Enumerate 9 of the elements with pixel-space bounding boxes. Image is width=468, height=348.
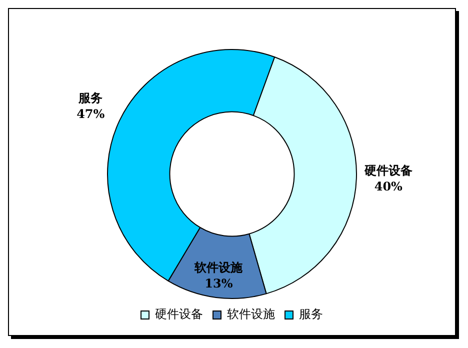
legend-label: 软件设施 <box>227 307 275 322</box>
legend-label: 硬件设备 <box>155 307 203 322</box>
slice-label: 硬件设备 <box>363 164 412 178</box>
data-label: 13% <box>204 276 234 291</box>
slice-label: 服务 <box>78 90 103 105</box>
data-label: 40% <box>374 180 404 194</box>
legend-label: 服务 <box>299 307 323 322</box>
slice-label: 软件设施 <box>194 260 244 275</box>
data-label: 47% <box>76 106 106 121</box>
